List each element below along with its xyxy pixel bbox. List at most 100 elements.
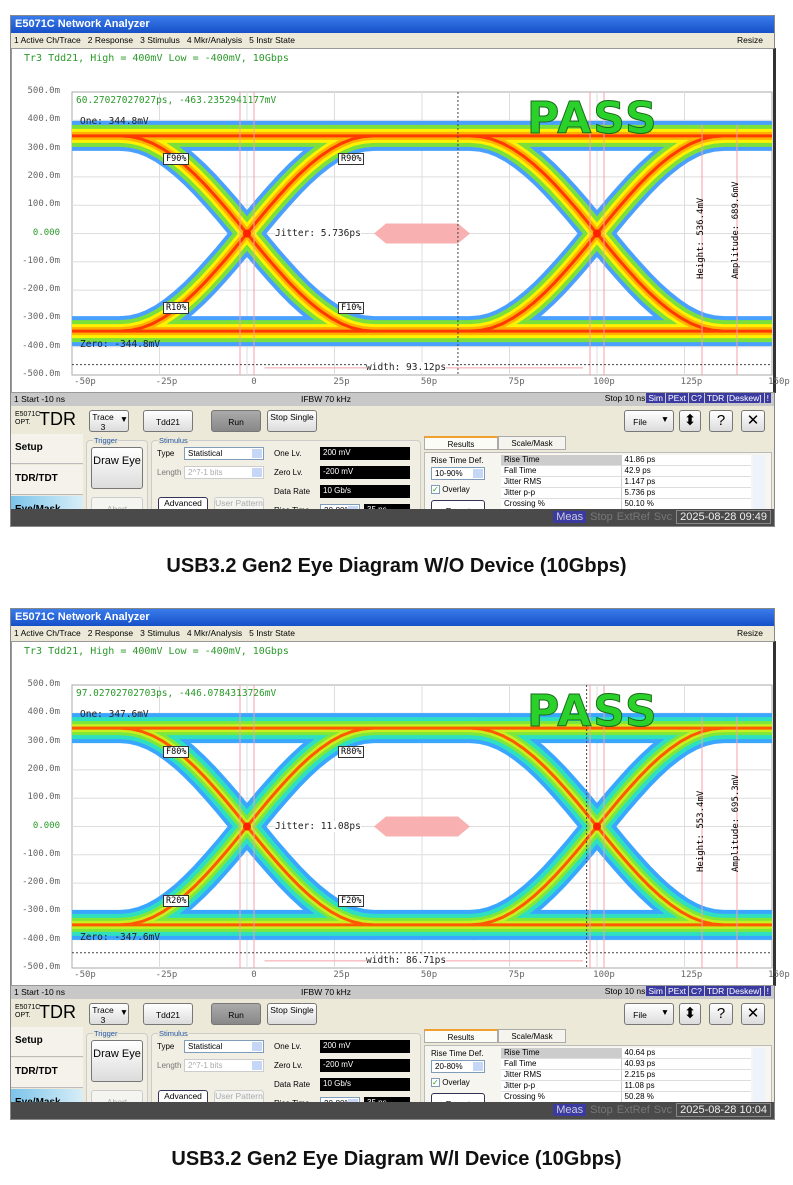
length-select: 2^7-1 bits [184, 1059, 264, 1072]
figure-caption: USB3.2 Gen2 Eye Diagram W/I Device (10Gb… [171, 1148, 622, 1170]
status-tag[interactable]: ! [764, 393, 771, 403]
overlay-checkbox[interactable]: ✓ Overlay [431, 485, 470, 495]
file-button[interactable]: File [624, 410, 674, 432]
status-tag[interactable]: TDR [Deskew] [704, 393, 764, 403]
zero-level-field[interactable]: -200 mV [320, 466, 410, 479]
crossing-point [593, 822, 601, 831]
menu-item[interactable]: 1 Active Ch/Trace [14, 35, 81, 45]
results-row: Fall Time 40.93 ps [501, 1058, 751, 1070]
menu-item[interactable]: 2 Response [87, 35, 134, 45]
tdd21-button[interactable]: Tdd21 [143, 410, 193, 432]
close-button[interactable]: ✕ [741, 410, 765, 432]
menu-item[interactable]: 5 Instr State [249, 35, 295, 45]
rise-time-def-dropdown[interactable]: 20-80% [431, 1060, 485, 1073]
jitter-label: Jitter: 11.08ps [275, 820, 361, 832]
menu-item[interactable]: 4 Mkr/Analysis [186, 628, 243, 638]
file-dropdown-icon[interactable]: ▼ [660, 414, 670, 424]
one-level-label: One Lv. [274, 1042, 302, 1051]
help-button[interactable]: ? [709, 1003, 733, 1025]
result-name: Jitter RMS [501, 476, 622, 488]
trace-button[interactable]: Trace 3 [89, 1003, 129, 1025]
menu-item[interactable]: 3 Stimulus [140, 35, 180, 45]
resize-button[interactable]: Resize [737, 35, 763, 45]
overlay-checkbox[interactable]: ✓ Overlay [431, 1078, 470, 1088]
trace-dropdown-icon[interactable]: ▼ [119, 414, 129, 424]
run-button[interactable]: Run [211, 1003, 261, 1025]
crossing-point [243, 822, 251, 831]
run-button[interactable]: Run [211, 410, 261, 432]
marker-label[interactable]: F20% [338, 895, 365, 908]
tab-results[interactable]: Results [424, 1029, 498, 1043]
trace-button[interactable]: Trace 3 [89, 410, 129, 432]
crossing-point [593, 229, 601, 238]
data-rate-label: Data Rate [274, 1080, 311, 1089]
channel-status-bar: 1 Start -10 ns IFBW 70 kHz Stop 10 ns Sim PE… [11, 986, 774, 999]
tab-setup[interactable]: Setup [11, 434, 83, 464]
help-button[interactable]: ? [709, 410, 733, 432]
menu-item[interactable]: 4 Mkr/Analysis [186, 35, 243, 45]
trace-title: Tr3 Tdd21, High = 400mV Low = -400mV, 10… [24, 53, 289, 64]
file-button[interactable]: File [624, 1003, 674, 1025]
resize-button[interactable]: Resize [737, 628, 763, 638]
status-tag[interactable]: PExt [666, 393, 688, 403]
draw-eye-button[interactable]: Draw Eye [91, 1040, 143, 1082]
close-button[interactable]: ✕ [741, 1003, 765, 1025]
datetime: 2025-08-28 09:49 [676, 510, 771, 524]
tab-tdr-tdt[interactable]: TDR/TDT [11, 465, 83, 495]
expand-button[interactable]: ⬍ [679, 410, 701, 432]
menu-item[interactable]: 3 Stimulus [140, 628, 180, 638]
stop-single-button[interactable]: Stop Single [267, 410, 317, 432]
one-level-field[interactable]: 200 mV [320, 1040, 410, 1053]
cursor-readout: 60.27027027027ps, -463.2352941177mV [76, 95, 277, 106]
file-dropdown-icon[interactable]: ▼ [660, 1007, 670, 1017]
menu-item[interactable]: 5 Instr State [249, 628, 295, 638]
data-rate-field[interactable]: 10 Gb/s [320, 1078, 410, 1091]
status-extref: ExtRef [616, 511, 650, 523]
menu-item[interactable]: 2 Response [87, 628, 134, 638]
trace-dropdown-icon[interactable]: ▼ [119, 1007, 129, 1017]
draw-eye-button[interactable]: Draw Eye [91, 447, 143, 489]
stop-single-button[interactable]: Stop Single [267, 1003, 317, 1025]
status-tag[interactable]: TDR [Deskew] [704, 986, 764, 996]
expand-button[interactable]: ⬍ [679, 1003, 701, 1025]
eye-mask-hexagon [374, 816, 470, 837]
tdd21-button[interactable]: Tdd21 [143, 1003, 193, 1025]
marker-label[interactable]: F90% [163, 152, 190, 165]
status-tag[interactable]: C? [688, 393, 704, 403]
marker-label[interactable]: R90% [338, 152, 365, 165]
status-tag[interactable]: ! [764, 986, 771, 996]
results-scrollbar[interactable] [753, 455, 765, 521]
x-tick-label: -50p [74, 377, 96, 387]
tab-results[interactable]: Results [424, 436, 498, 450]
status-tag[interactable]: C? [688, 986, 704, 996]
menu-item[interactable]: 1 Active Ch/Trace [14, 628, 81, 638]
marker-label[interactable]: F10% [338, 302, 365, 315]
data-rate-field[interactable]: 10 Gb/s [320, 485, 410, 498]
status-tag[interactable]: Sim [646, 986, 665, 996]
marker-label[interactable]: F80% [163, 745, 190, 758]
tab-setup[interactable]: Setup [11, 1027, 83, 1057]
pass-indicator: PASS [527, 686, 659, 737]
tab-tdr-tdt[interactable]: TDR/TDT [11, 1058, 83, 1088]
ifbw-label: IFBW 70 kHz [301, 987, 352, 997]
marker-label[interactable]: R20% [163, 895, 190, 908]
one-level-field[interactable]: 200 mV [320, 447, 410, 460]
type-select[interactable]: Statistical [184, 1040, 264, 1053]
tab-scale-mask[interactable]: Scale/Mask [498, 436, 566, 450]
y-tick-label: 500.0m [27, 86, 60, 96]
y-tick-label: -100.0m [22, 848, 60, 859]
rise-time-def-dropdown[interactable]: 10-90% [431, 467, 485, 480]
marker-label[interactable]: R80% [338, 745, 365, 758]
status-tag[interactable]: PExt [666, 986, 688, 996]
y-tick-label: 300.0m [27, 142, 60, 153]
type-select[interactable]: Statistical [184, 447, 264, 460]
marker-label[interactable]: R10% [163, 302, 190, 315]
zero-level-field[interactable]: -200 mV [320, 1059, 410, 1072]
status-svc: Svc [653, 1104, 673, 1116]
check-icon: ✓ [431, 485, 440, 495]
width-label: width: 86.71ps [366, 954, 447, 966]
toolbar: E5071C OPT. TDR Trace 3 ▼ Tdd21 Run Stop Singl… [11, 999, 774, 1027]
status-tag[interactable]: Sim [646, 393, 665, 403]
results-scrollbar[interactable] [753, 1048, 765, 1114]
tab-scale-mask[interactable]: Scale/Mask [498, 1029, 566, 1043]
